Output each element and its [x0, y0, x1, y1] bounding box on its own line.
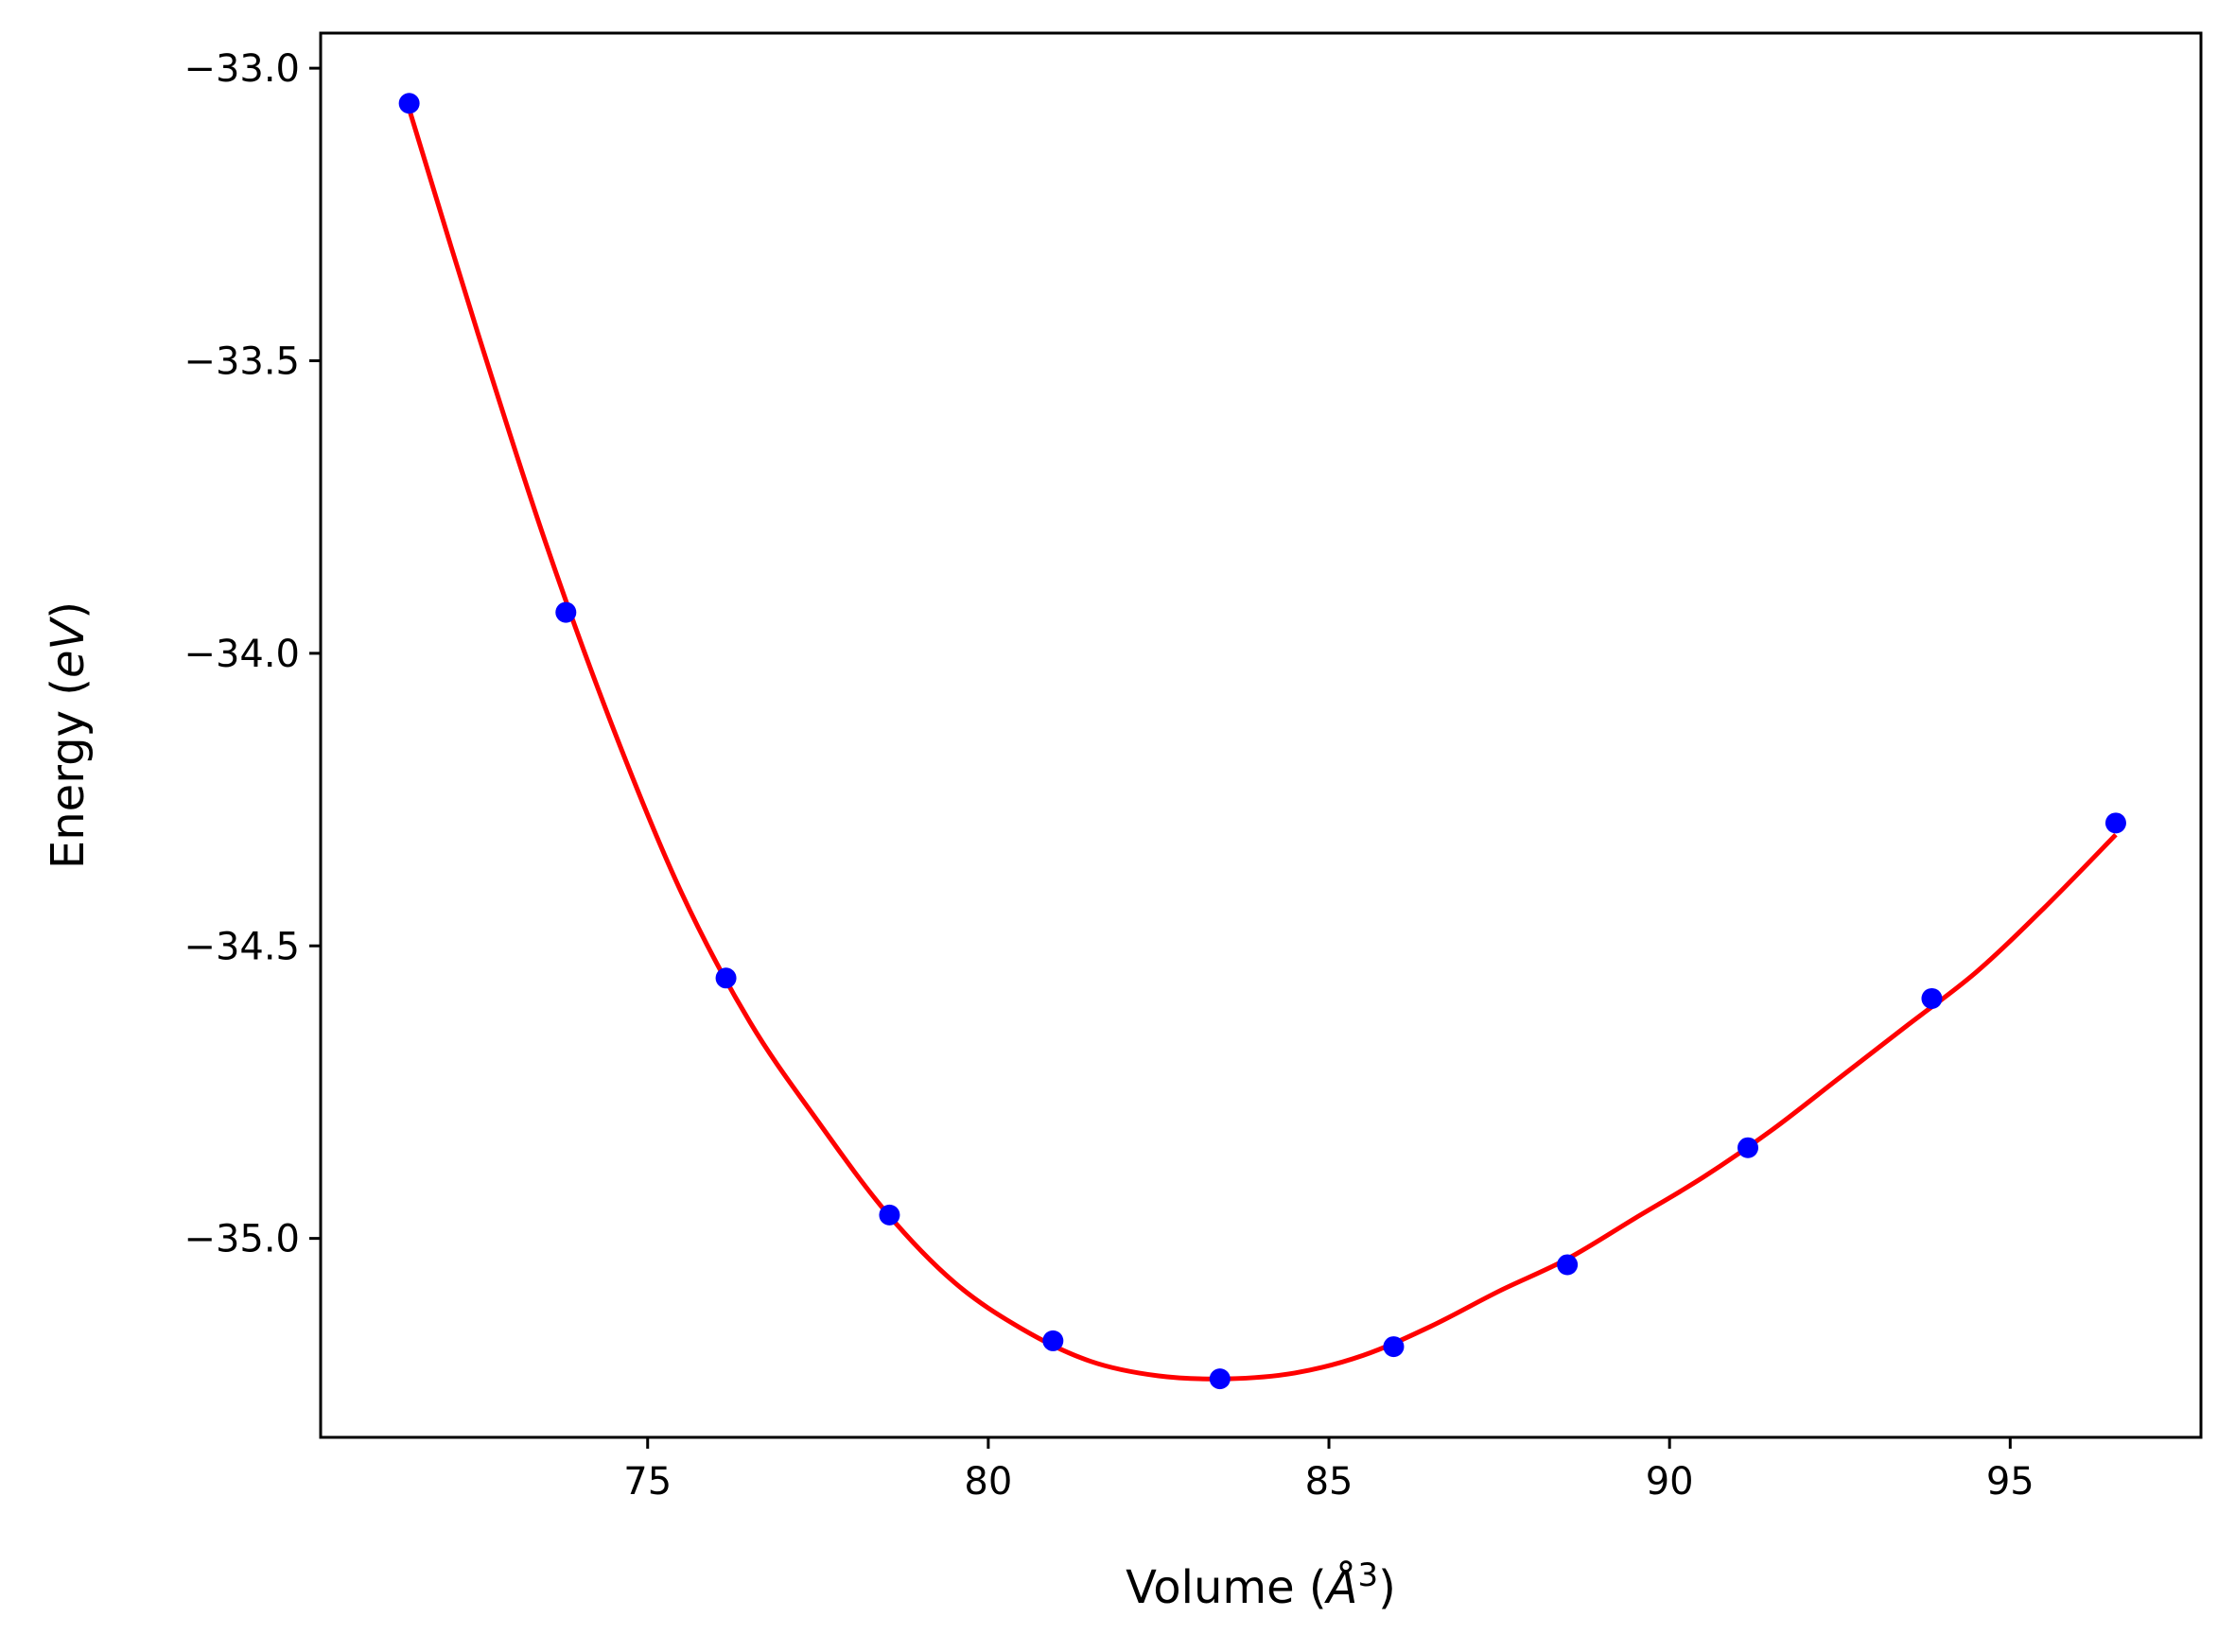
data-point	[1042, 1330, 1064, 1351]
data-point	[1209, 1368, 1231, 1390]
x-tick-label: 75	[623, 1460, 672, 1504]
y-tick-label: −35.0	[183, 1218, 300, 1261]
x-axis-label-exponent: 3	[1357, 1556, 1378, 1594]
x-tick-label: 95	[1986, 1460, 2034, 1504]
data-point	[715, 967, 737, 989]
y-axis-ticks: −33.0 −33.5 −34.0 −34.5 −35.0	[183, 47, 321, 1261]
x-axis-label-close-paren: )	[1378, 1561, 1396, 1614]
x-tick-label: 85	[1305, 1460, 1353, 1504]
y-axis-label: Energy (eV)	[42, 601, 95, 869]
data-point	[879, 1204, 900, 1226]
data-point	[555, 601, 577, 623]
data-points	[398, 93, 2126, 1390]
fit-curve-line	[407, 108, 2118, 1382]
y-tick-label: −33.0	[183, 47, 300, 91]
data-point	[1383, 1336, 1405, 1358]
y-tick-label: −33.5	[183, 340, 300, 384]
plot-frame	[319, 31, 2203, 1439]
x-axis-label-open-paren: (	[1295, 1561, 1327, 1614]
x-tick-label: 80	[964, 1460, 1012, 1504]
y-axis-label-text: Energy	[42, 710, 95, 869]
data-point	[1737, 1137, 1759, 1158]
x-axis-ticks: 75 80 85 90 95	[623, 1437, 2034, 1504]
data-point	[398, 93, 420, 114]
y-tick-label: −34.5	[183, 925, 300, 968]
y-axis-label-unit: eV	[42, 617, 95, 679]
data-point	[1557, 1254, 1579, 1276]
y-axis-label-open-paren: (	[42, 678, 95, 710]
x-axis-label: Volume (Å3)	[1126, 1556, 1396, 1614]
y-axis-label-close-paren: )	[42, 601, 95, 619]
data-point	[1921, 987, 1943, 1009]
x-axis-label-text: Volume	[1126, 1561, 1295, 1614]
x-tick-label: 90	[1646, 1460, 1694, 1504]
x-axis-label-unit: Å	[1324, 1560, 1358, 1614]
data-point	[2104, 812, 2126, 834]
y-tick-label: −34.0	[183, 633, 300, 676]
